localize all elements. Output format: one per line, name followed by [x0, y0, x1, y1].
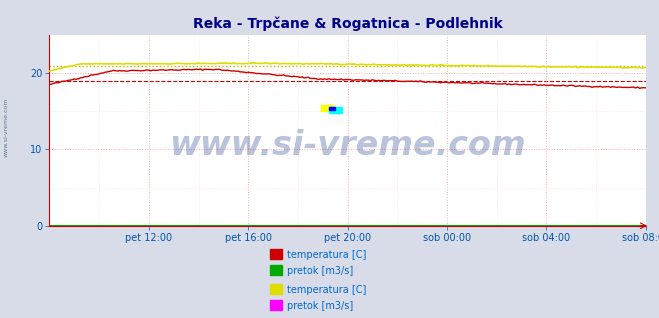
Text: pretok [m3/s]: pretok [m3/s]	[287, 301, 354, 311]
Text: www.si-vreme.com: www.si-vreme.com	[4, 97, 9, 157]
Text: temperatura [C]: temperatura [C]	[287, 250, 366, 260]
Text: temperatura [C]: temperatura [C]	[287, 285, 366, 295]
Bar	[329, 107, 342, 114]
Title: Reka - Trpčane & Rogatnica - Podlehnik: Reka - Trpčane & Rogatnica - Podlehnik	[192, 17, 503, 31]
Text: pretok [m3/s]: pretok [m3/s]	[287, 266, 354, 276]
Text: www.si-vreme.com: www.si-vreme.com	[169, 129, 526, 162]
Bar	[329, 107, 335, 110]
Bar	[321, 105, 334, 111]
